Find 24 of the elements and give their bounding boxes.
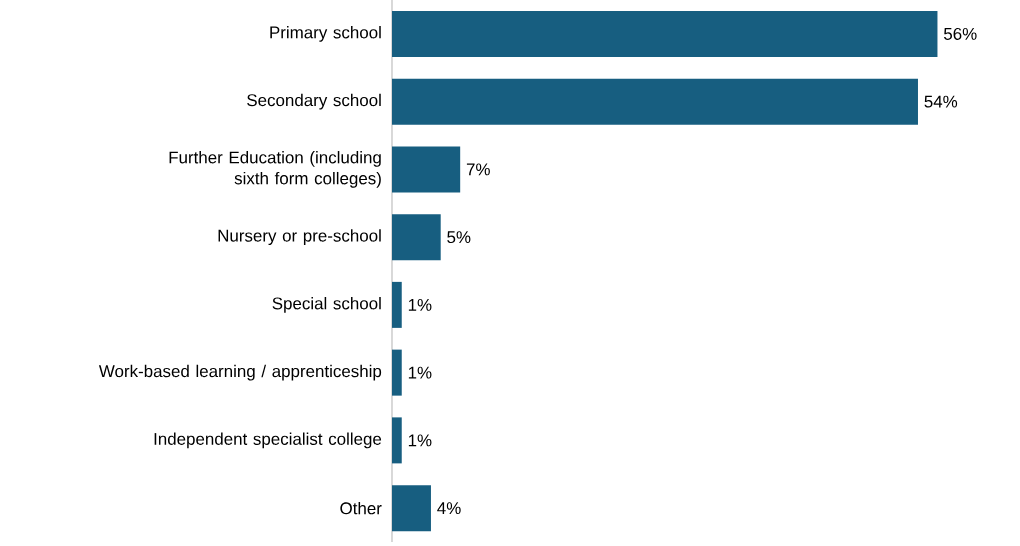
bar [392,417,402,464]
bar [392,349,402,396]
bar [392,78,918,125]
data-label: 1% [408,366,432,379]
y-tick-label: Work-based learning / apprenticeship [98,364,382,381]
y-tick-label: Secondary school [247,93,381,110]
bar [392,214,441,261]
data-label: 5% [447,231,471,244]
bar [392,10,938,57]
data-label: 1% [408,434,432,447]
y-tick-label: Other [340,501,382,515]
data-label: 54% [924,95,958,108]
y-tick-label: Special school [272,296,381,313]
data-label: 4% [437,502,461,515]
data-label: 56% [943,27,977,40]
y-tick-label: Nursery or pre-school [218,229,381,246]
y-tick-label: Primary school [270,25,381,42]
bar [392,281,402,328]
bar [392,146,461,193]
data-label: 1% [408,298,432,311]
data-label: 7% [466,163,490,176]
bar [392,485,431,532]
y-tick-label: Further Education (including sixth form colleges) [169,151,381,188]
y-tick-label: Independent specialist college [154,432,382,449]
